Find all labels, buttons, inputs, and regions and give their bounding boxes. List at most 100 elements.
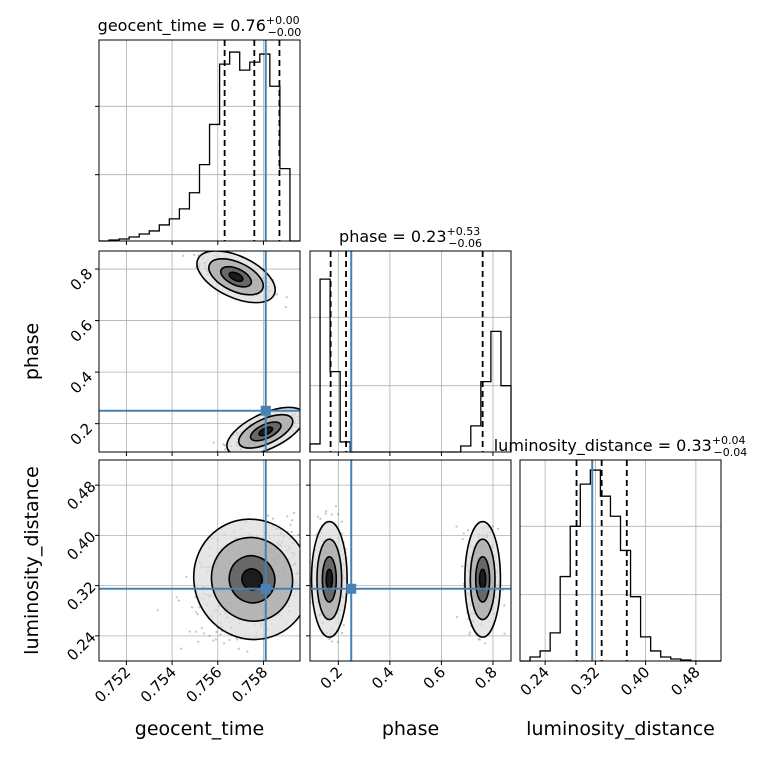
x-tick-label-phase: 0.2 [317, 663, 347, 693]
sample-point [307, 533, 309, 535]
sample-point [302, 550, 304, 552]
sample-point [286, 515, 289, 518]
sample-point [497, 527, 500, 530]
y-tick-label-luminosity_distance: 0.40 [63, 528, 99, 564]
sample-point [215, 630, 218, 634]
sample-point [224, 448, 227, 451]
sample-point [291, 519, 294, 522]
sample-point [306, 430, 308, 432]
sample-point [316, 515, 319, 518]
axes-frame [98, 250, 301, 453]
hist-panel-luminosity_distance [519, 459, 722, 665]
sample-point [341, 532, 344, 535]
hist-panel-phase [309, 250, 512, 456]
sample-point [177, 599, 180, 602]
sample-point [156, 609, 159, 612]
hist-phase [309, 278, 512, 453]
sample-point [466, 529, 470, 532]
axes-frame [98, 39, 301, 242]
sample-point [212, 441, 215, 444]
sample-point [289, 523, 292, 526]
sample-point [461, 538, 464, 541]
sample-point [330, 513, 333, 516]
x-tick-label-phase: 0.4 [368, 663, 398, 693]
sample-point [171, 245, 173, 247]
hist-panel-geocent_time [95, 39, 301, 245]
sample-point [198, 606, 201, 609]
sample-point [341, 632, 344, 635]
density-contour [325, 568, 334, 591]
sample-point [306, 539, 308, 541]
sample-point [219, 663, 221, 665]
sample-point [328, 638, 331, 641]
truth-marker [346, 583, 357, 594]
sample-point [246, 650, 249, 653]
sample-point [301, 594, 303, 596]
sample-point [284, 306, 287, 309]
x-tick-label-luminosity_distance: 0.32 [567, 663, 603, 699]
sample-point [337, 513, 340, 516]
sample-point [322, 408, 324, 410]
sample-point [477, 638, 480, 641]
sample-point [324, 512, 327, 515]
sample-point [203, 632, 206, 635]
sample-point [310, 547, 312, 549]
sample-point [503, 604, 506, 607]
sample-point [455, 616, 459, 619]
sample-point [223, 642, 226, 645]
sample-point [462, 532, 465, 535]
title-luminosity_distance: luminosity_distance = 0.33+0.04 −0.04 [494, 434, 748, 459]
truth-marker [260, 405, 271, 416]
sample-point [478, 638, 481, 641]
sample-point [301, 561, 303, 563]
hist-geocent_time [99, 51, 300, 242]
sample-point [317, 524, 319, 526]
sample-point [246, 454, 248, 456]
x-tick-label-geocent_time: 0.752 [91, 663, 134, 706]
sample-point [214, 638, 217, 641]
sample-point [340, 520, 343, 523]
panel-geocent_time-luminosity_distance [95, 459, 319, 665]
y-tick-label-phase: 0.8 [67, 265, 97, 295]
sample-point [276, 293, 279, 296]
sample-point [292, 511, 296, 515]
y-tick-label-luminosity_distance: 0.24 [63, 628, 99, 664]
sample-point [297, 533, 300, 537]
sample-point [223, 444, 226, 447]
density-contour [228, 271, 244, 283]
sample-point [223, 456, 225, 458]
axes-frame [309, 459, 512, 662]
sample-point [212, 639, 215, 642]
sample-point [254, 454, 256, 456]
sample-point [483, 642, 486, 645]
axes-frame [309, 250, 512, 453]
sample-point [236, 638, 239, 641]
sample-point [455, 525, 458, 528]
x-tick-label-luminosity_distance: 0.24 [517, 663, 553, 699]
x-tick-label-geocent_time: 0.758 [228, 663, 271, 706]
sample-point [305, 546, 307, 548]
sample-point [228, 638, 231, 642]
y-tick-label-luminosity_distance: 0.32 [63, 578, 99, 614]
sample-point [468, 631, 472, 634]
x-tick-label-luminosity_distance: 0.48 [667, 663, 703, 699]
sample-point [272, 517, 275, 520]
truth-marker [260, 583, 271, 594]
sample-point [305, 574, 307, 576]
y-tick-label-phase: 0.4 [67, 368, 97, 398]
sample-point [503, 632, 506, 635]
y-tick-label-phase: 0.6 [67, 316, 97, 346]
sample-point [491, 525, 494, 528]
sample-point [222, 443, 225, 446]
y-axis-label-phase: phase [21, 323, 43, 380]
sample-point [219, 633, 222, 636]
sample-point [193, 253, 196, 256]
sample-point [188, 630, 191, 633]
sample-point [290, 530, 293, 534]
sample-point [190, 606, 194, 609]
sample-point [301, 551, 303, 553]
panel-geocent_time-phase [95, 245, 324, 458]
sample-point [182, 254, 185, 257]
x-tick-label-phase: 0.6 [420, 663, 450, 693]
